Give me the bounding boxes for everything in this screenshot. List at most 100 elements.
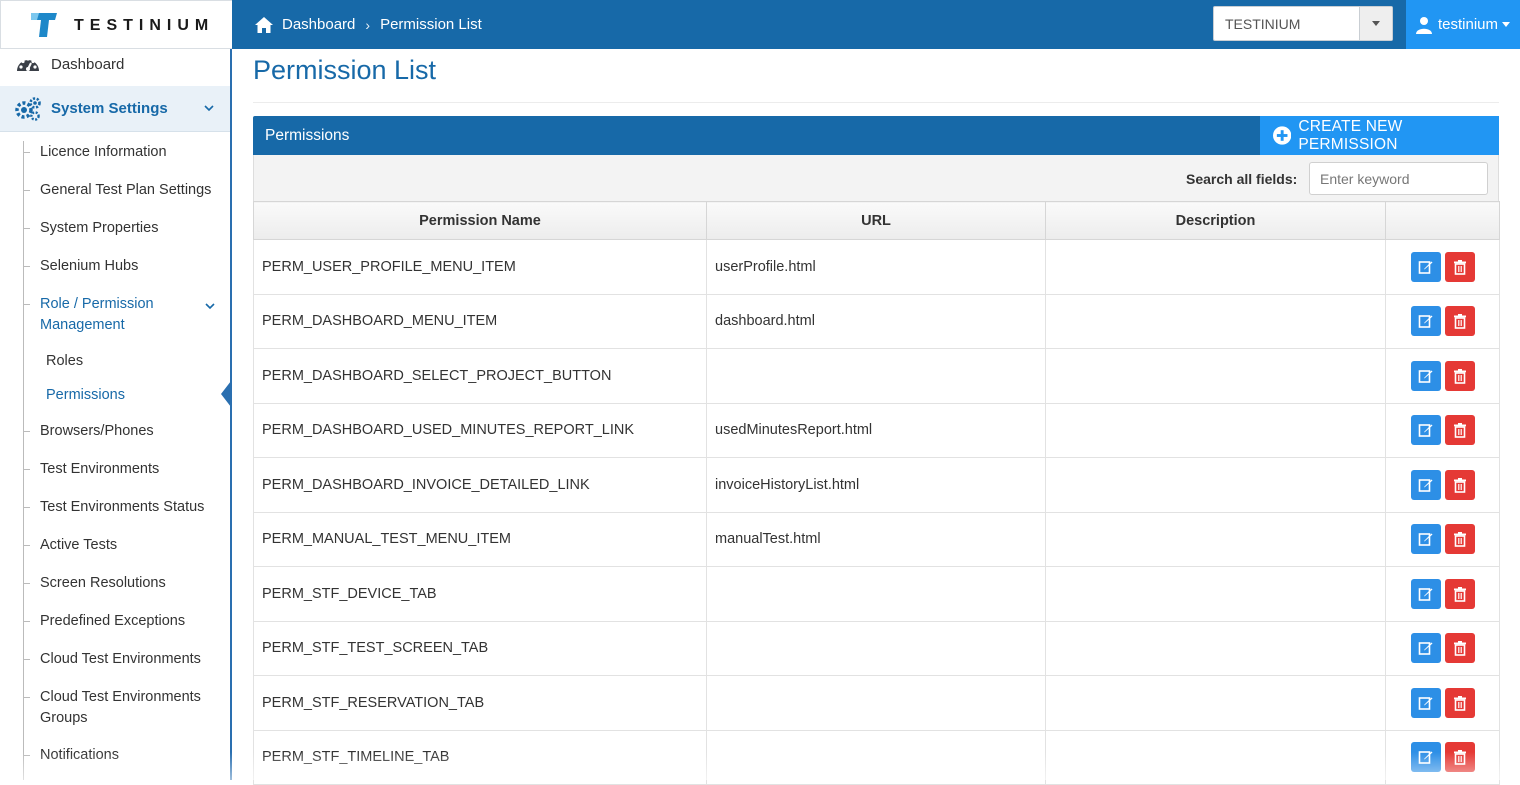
create-new-permission-button[interactable]: CREATE NEW PERMISSION — [1260, 116, 1499, 155]
dropdown-arrow-icon[interactable] — [1359, 7, 1392, 40]
cell-url: invoiceHistoryList.html — [706, 457, 1046, 513]
sidebar-item-roles[interactable]: Roles — [46, 353, 84, 369]
column-header-url[interactable]: URL — [706, 201, 1046, 240]
sidebar-item-label: Role / Permission — [40, 296, 154, 312]
table-row: PERM_DASHBOARD_INVOICE_DETAILED_LINK invo… — [253, 457, 1500, 513]
edit-button[interactable] — [1410, 687, 1441, 718]
trash-icon — [1453, 641, 1466, 657]
sidebar-item-cloud-test-environments-groups[interactable]: Cloud Test Environments Groups — [23, 687, 201, 729]
edit-button[interactable] — [1410, 742, 1441, 773]
table-row: PERM_STF_TIMELINE_TAB — [253, 729, 1500, 785]
trash-icon — [1453, 750, 1466, 766]
gears-icon — [15, 96, 41, 121]
edit-button[interactable] — [1410, 469, 1441, 500]
cell-description — [1045, 675, 1386, 731]
cell-description — [1045, 348, 1386, 404]
sidebar-item-active-tests[interactable]: Active Tests — [22, 535, 117, 556]
project-select-value: TESTINIUM — [1225, 16, 1301, 32]
cell-permission-name: PERM_DASHBOARD_USED_MINUTES_REPORT_LINK — [253, 402, 707, 458]
sidebar-item-cloud-test-environments[interactable]: Cloud Test Environments — [23, 649, 201, 670]
delete-button[interactable] — [1444, 687, 1475, 718]
sidebar-item-general-test-plan-settings[interactable]: General Test Plan Settings — [22, 180, 211, 201]
cell-description — [1045, 239, 1386, 295]
edit-icon — [1418, 424, 1432, 438]
table-row: PERM_DASHBOARD_SELECT_PROJECT_BUTTON — [253, 348, 1500, 404]
chevron-down-icon[interactable] — [205, 301, 215, 311]
cell-permission-name: PERM_STF_RESERVATION_TAB — [253, 675, 707, 731]
cell-permission-name: PERM_MANUAL_TEST_MENU_ITEM — [253, 511, 707, 567]
edit-button[interactable] — [1410, 578, 1441, 609]
cell-url — [706, 566, 1046, 622]
permissions-table: Permission Name URL Description PERM_USE… — [253, 201, 1500, 785]
edit-button[interactable] — [1410, 415, 1441, 446]
sidebar-item-test-environments[interactable]: Test Environments — [22, 459, 159, 480]
cell-description — [1045, 457, 1386, 513]
column-header-permission-name[interactable]: Permission Name — [253, 201, 707, 240]
sidebar-item-screen-resolutions[interactable]: Screen Resolutions — [23, 573, 166, 594]
sidebar-item-label: Groups — [40, 710, 88, 726]
brand-name: TESTINIUM — [74, 17, 215, 34]
project-select[interactable]: TESTINIUM — [1213, 6, 1393, 41]
chevron-down-icon[interactable] — [204, 103, 214, 113]
delete-button[interactable] — [1444, 633, 1475, 664]
sidebar-item-role-permission-management[interactable]: Role / Permission Management — [23, 294, 154, 336]
table-row: PERM_DASHBOARD_USED_MINUTES_REPORT_LINK u… — [253, 402, 1500, 458]
sidebar-item-system-properties[interactable]: System Properties — [22, 218, 158, 239]
cell-actions — [1385, 293, 1500, 349]
delete-button[interactable] — [1444, 360, 1475, 391]
edit-button[interactable] — [1410, 360, 1441, 391]
breadcrumb-dashboard-link[interactable]: Dashboard — [282, 16, 356, 33]
sidebar-item-predefined-exceptions[interactable]: Predefined Exceptions — [22, 611, 185, 632]
edit-button[interactable] — [1410, 306, 1441, 337]
cell-url: manualTest.html — [706, 511, 1046, 567]
search-bar: Search all fields: — [253, 155, 1499, 201]
cell-description — [1045, 729, 1386, 785]
cell-url: userProfile.html — [706, 239, 1046, 295]
edit-button[interactable] — [1410, 251, 1441, 282]
user-name: testinium — [1438, 16, 1499, 33]
user-menu[interactable]: testinium — [1406, 0, 1520, 49]
delete-button[interactable] — [1444, 578, 1475, 609]
cell-description — [1045, 620, 1386, 676]
cell-actions — [1385, 402, 1500, 458]
sidebar-item-system-settings[interactable]: System Settings — [0, 86, 230, 132]
edit-button[interactable] — [1410, 633, 1441, 664]
home-icon[interactable] — [254, 16, 274, 34]
sidebar-item-permissions[interactable]: Permissions — [46, 387, 125, 403]
search-label: Search all fields: — [1186, 171, 1298, 187]
cell-actions — [1385, 457, 1500, 513]
table-row: PERM_DASHBOARD_MENU_ITEM dashboard.html — [253, 293, 1500, 349]
column-header-description[interactable]: Description — [1045, 201, 1386, 240]
sidebar-item-notifications[interactable]: Notifications — [23, 745, 119, 766]
cell-actions — [1385, 348, 1500, 404]
table-header-row: Permission Name URL Description — [253, 201, 1500, 240]
delete-button[interactable] — [1444, 251, 1475, 282]
edit-icon — [1418, 260, 1432, 274]
sidebar-item-selenium-hubs[interactable]: Selenium Hubs — [22, 256, 138, 277]
cell-actions — [1385, 675, 1500, 731]
cell-url — [706, 348, 1046, 404]
cell-url — [706, 620, 1046, 676]
delete-button[interactable] — [1444, 415, 1475, 446]
sidebar-item-dashboard[interactable]: Dashboard — [16, 53, 124, 75]
edit-icon — [1418, 696, 1432, 710]
active-pointer-icon — [221, 381, 231, 407]
logo[interactable]: TESTINIUM — [0, 0, 232, 49]
delete-button[interactable] — [1444, 306, 1475, 337]
table-row: PERM_STF_DEVICE_TAB — [253, 566, 1500, 622]
trash-icon — [1453, 368, 1466, 384]
search-input[interactable] — [1309, 162, 1488, 195]
sidebar-item-licence-information[interactable]: Licence Information — [23, 142, 167, 163]
breadcrumb: Dashboard › Permission List — [254, 0, 482, 49]
sidebar-item-test-environments-status[interactable]: Test Environments Status — [22, 497, 204, 518]
cell-description — [1045, 511, 1386, 567]
trash-icon — [1453, 259, 1466, 275]
trash-icon — [1453, 423, 1466, 439]
trash-icon — [1453, 695, 1466, 711]
delete-button[interactable] — [1444, 742, 1475, 773]
delete-button[interactable] — [1444, 524, 1475, 555]
sidebar-item-label: System Settings — [51, 100, 168, 117]
delete-button[interactable] — [1444, 469, 1475, 500]
edit-button[interactable] — [1410, 524, 1441, 555]
sidebar-item-browsers-phones[interactable]: Browsers/Phones — [23, 421, 154, 442]
